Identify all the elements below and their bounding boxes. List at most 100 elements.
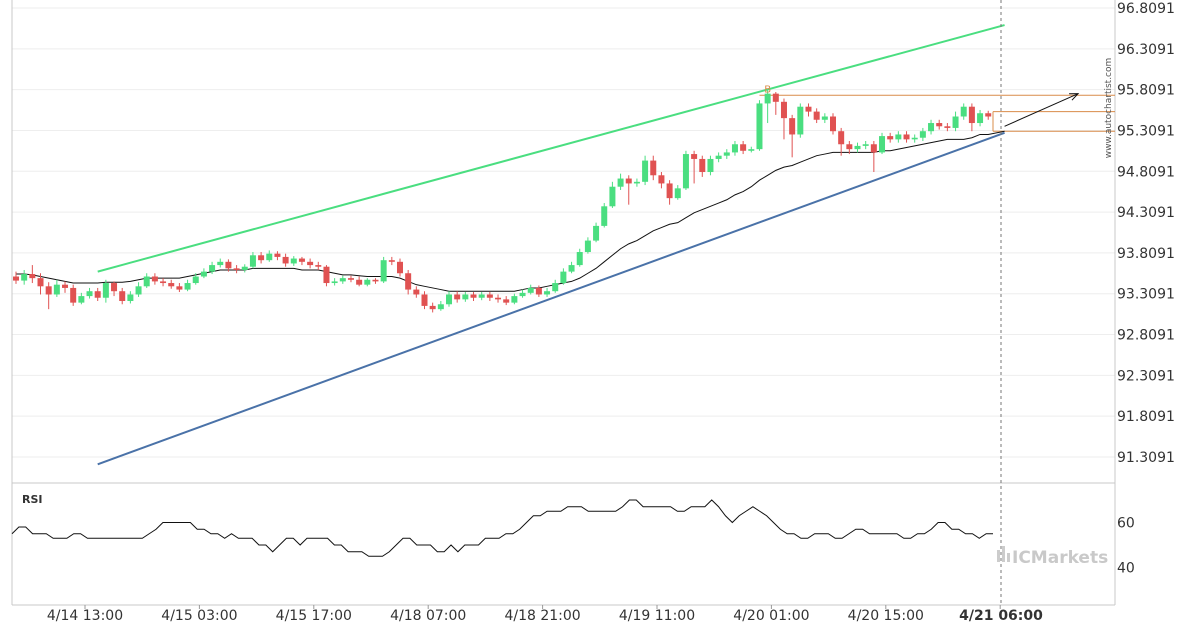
- plot-area-bg: [12, 0, 1115, 605]
- candle-body: [209, 265, 216, 272]
- candle-body: [870, 144, 877, 153]
- candle-body: [217, 261, 224, 266]
- candle-body: [633, 181, 640, 184]
- logo-bar-1: [997, 550, 1000, 562]
- x-tick-label: 4/18 21:00: [504, 608, 580, 624]
- candle-body: [200, 271, 207, 277]
- grid: [12, 7, 1115, 458]
- candle-body: [960, 106, 967, 117]
- candle-body: [977, 113, 984, 124]
- candle-body: [952, 116, 959, 128]
- candle-body: [830, 116, 836, 132]
- candle-body: [62, 284, 69, 288]
- channel-lines: [97, 24, 1005, 466]
- watermark-text: www.autochartist.com: [1104, 58, 1114, 159]
- candle-body: [503, 299, 510, 303]
- candle-body: [176, 286, 183, 290]
- x-tick-label: 4/20 01:00: [733, 608, 809, 624]
- trend-line: [97, 24, 1005, 273]
- rsi-pane: [11, 499, 993, 557]
- candle-body: [380, 260, 387, 282]
- rsi-line: [11, 499, 993, 557]
- candle-body: [552, 283, 559, 292]
- pattern-point-label: B: [764, 84, 771, 95]
- candle-body: [94, 291, 101, 298]
- y-tick-label: 91.3091: [1117, 450, 1175, 466]
- candle-body: [895, 134, 902, 140]
- candle-body: [780, 101, 787, 119]
- candle-body: [470, 294, 477, 298]
- x-tick-label: 4/19 11:00: [619, 608, 695, 624]
- candle-body: [928, 123, 935, 132]
- candle-body: [339, 278, 346, 282]
- candle-body: [274, 253, 281, 257]
- candle-body: [315, 265, 322, 267]
- candle-body: [838, 131, 845, 145]
- candle-body: [331, 281, 338, 284]
- candles: [13, 90, 992, 313]
- candle-body: [682, 154, 689, 189]
- candle-body: [609, 186, 616, 207]
- candle-body: [642, 160, 649, 182]
- candle-body: [731, 144, 738, 153]
- candle-body: [707, 158, 714, 173]
- candle-body: [879, 136, 886, 153]
- candle-body: [388, 260, 395, 262]
- rsi-label: RSI: [22, 493, 43, 506]
- candle-body: [13, 276, 19, 281]
- candle-body: [364, 279, 371, 285]
- candle-body: [772, 93, 779, 102]
- candle-body: [797, 106, 804, 135]
- candle-body: [192, 276, 199, 284]
- x-tick-label: 4/15 03:00: [161, 608, 237, 624]
- y-axis: 96.8091 96.3091 95.8091 95.3091 94.8091 94.30…: [1117, 1, 1175, 577]
- candle-body: [184, 283, 191, 290]
- candle-body: [405, 273, 412, 290]
- candle-body: [593, 225, 600, 241]
- y-tick-label: 94.8091: [1117, 164, 1175, 180]
- candle-body: [576, 252, 583, 266]
- x-axis: 4/14 13:00 4/15 03:00 4/15 17:00 4/18 07:00…: [47, 0, 1043, 624]
- candle-body: [511, 296, 518, 303]
- x-tick-label: 4/18 07:00: [390, 608, 466, 624]
- candle-body: [666, 183, 673, 199]
- candle-body: [151, 276, 158, 282]
- candle-body: [699, 158, 706, 173]
- candle-body: [356, 279, 363, 285]
- candle-body: [168, 283, 175, 287]
- candle-body: [298, 258, 305, 262]
- candle-body: [748, 149, 755, 151]
- candle-body: [29, 274, 36, 279]
- candle-body: [347, 278, 354, 280]
- y-tick-label: 94.3091: [1117, 205, 1175, 221]
- forecast-arrow-line: [1004, 93, 1079, 127]
- candle-body: [462, 294, 469, 300]
- candle-body: [944, 126, 951, 128]
- candle-body: [911, 137, 918, 140]
- y-tick-label: 95.3091: [1117, 123, 1175, 139]
- candle-body: [862, 144, 869, 146]
- candle-body: [266, 253, 273, 261]
- candle-body: [985, 113, 992, 117]
- candle-body: [854, 145, 861, 150]
- candle-body: [625, 178, 632, 184]
- x-tick-label: 4/21 06:00: [959, 608, 1043, 624]
- candle-body: [527, 287, 534, 293]
- candle-body: [225, 261, 232, 269]
- candle-body: [478, 294, 485, 298]
- candle-body: [764, 93, 771, 104]
- y-tick-label: 96.3091: [1117, 42, 1175, 58]
- candle-body: [21, 274, 28, 281]
- candle-body: [674, 188, 681, 199]
- candle-body: [86, 291, 93, 297]
- brand-logo: ICMarkets: [997, 546, 1108, 568]
- price-levels: [759, 94, 1115, 132]
- y-tick-label: 93.8091: [1117, 246, 1175, 262]
- forecast-arrow-head: [1069, 93, 1080, 101]
- candle-body: [102, 283, 109, 298]
- candle-body: [372, 279, 379, 282]
- y-tick-label: 93.3091: [1117, 287, 1175, 303]
- candle-body: [723, 152, 730, 156]
- moving-average: [16, 130, 1005, 292]
